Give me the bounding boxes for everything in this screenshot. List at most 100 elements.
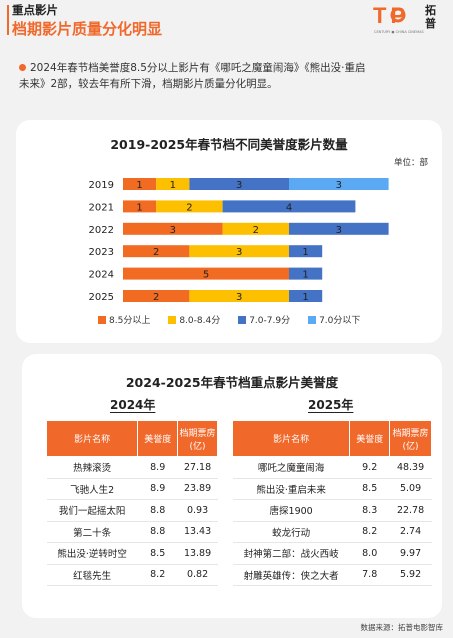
bar-segment [289,290,323,302]
bar-data-label: 2 [186,202,192,213]
film-name-cell: 飞驰人生2 [46,478,138,500]
film-name-cell: 熊出没·重启未来 [232,478,350,500]
rating-cell: 8.8 [137,499,178,522]
bar-data-label: 2 [253,225,259,236]
table-row: 熊出没·重启未来 8.5 5.09 [232,478,432,500]
film-name-cell: 蛟龙行动 [232,521,350,543]
logo-o-icon [390,7,406,23]
legend-label: 7.0-7.9分 [249,316,291,326]
box-office-cell: 22.78 [389,499,432,522]
table-row: 红毯先生 8.2 0.82 [46,564,218,586]
col-header-name: 影片名称 [45,420,139,457]
section-subtitle: 档期影片质量分化明显 [12,20,163,38]
bar-data-label: 1 [136,180,142,191]
col-header-name: 影片名称 [231,420,351,457]
box-office-cell: 9.97 [389,542,432,565]
legend-swatch [238,315,247,324]
bar-data-label: 3 [336,225,342,236]
intro-paragraph: 2024年春节档美誉度8.5分以上影片有《哪吒之魔童闹海》《熊出没·重启 未来》… [19,60,439,92]
logo-small-text: CENTURY ● CHINA CINEMAS [374,30,424,34]
film-name-cell: 熊出没·逆转时空 [46,542,138,565]
bar-data-label: 1 [302,247,308,258]
bar-data-label: 1 [136,202,142,213]
data-source: 数据来源：拓普电影智库 [360,623,444,632]
bar-data-label: 1 [302,270,308,281]
film-name-cell: 射雕英雄传：侠之大者 [232,564,350,586]
bar-data-label: 1 [302,292,308,303]
logo-mark: T P [373,3,405,28]
bar-segment [123,178,157,190]
col-header-box: 档期票房(亿) [389,420,432,457]
legend-item: 8.5分以上 [98,313,150,326]
rating-cell: 8.5 [349,478,390,500]
table-row: 射雕英雄传：侠之大者 7.8 5.92 [232,564,432,586]
rating-cell: 9.2 [349,456,390,479]
film-name-cell: 第二十条 [46,521,138,543]
bar-segment [289,245,323,258]
bar-segment [156,200,223,213]
y-tick-label: 2022 [89,225,114,236]
chart-legend: 8.5分以上 8.0-8.4分 7.0-7.9分 7.0分以下 [98,313,360,326]
bar-segment [189,245,289,258]
intro-line-1: 2024年春节档美誉度8.5分以上影片有《哪吒之魔童闹海》《熊出没·重启 [30,62,366,74]
bar-data-label: 2 [153,247,159,258]
box-office-cell: 48.39 [389,456,432,479]
rating-cell: 7.8 [349,564,390,586]
page-header: 重点影片 档期影片质量分化明显 T P 拓普 CENTURY ● CHINA C… [0,0,453,50]
film-name-cell: 热辣滚烫 [46,456,138,479]
bar-segment [123,290,190,302]
legend-item: 8.0-8.4分 [168,313,220,326]
bar-data-label: 2 [153,292,159,303]
year-2024-heading: 2024年 [110,398,156,412]
legend-swatch [98,315,106,324]
box-office-cell: 0.93 [177,499,218,522]
bar-data-label: 3 [236,180,242,191]
year-2025-heading: 2025年 [308,398,354,412]
logo-chinese: 拓普 [425,4,436,30]
col-header-box: 档期票房(亿) [177,420,218,457]
bar-segment [289,178,389,190]
film-name-cell: 我们一起摇太阳 [46,499,138,522]
table-row: 蛟龙行动 8.2 2.74 [232,521,432,543]
rating-cell: 8.2 [349,521,390,543]
rating-cell: 8.9 [137,478,178,500]
rating-cell: 8.8 [137,521,178,543]
table-row: 封神第二部：战火西岐 8.0 9.97 [232,542,432,565]
chart-unit-label: 单位：部 [393,158,428,168]
legend-swatch [168,315,177,324]
ratings-title: 2024-2025年春节档重点影片美誉度 [125,375,339,390]
y-tick-label: 2024 [89,270,114,281]
table-row: 热辣滚烫 8.9 27.18 [46,456,218,479]
table-row: 我们一起摇太阳 8.8 0.93 [46,499,218,522]
films-2024-table: 影片名称 美誉度 档期票房(亿) 热辣滚烫 8.9 27.18 飞驰人生2 8.9 23.… [45,420,218,586]
bar-segment [189,178,289,190]
bar-segment [123,200,157,213]
box-office-cell: 13.43 [177,521,218,543]
intro-line-2: 未来》2部，较去年有所下滑，档期影片质量分化明显。 [19,78,278,90]
section-title: 重点影片 [12,3,58,17]
bar-segment [222,222,289,235]
col-header-score: 美誉度 [349,420,391,457]
header-accent-bar [7,5,9,35]
rating-cell: 8.2 [137,564,178,586]
bar-data-label: 3 [236,247,242,258]
bar-segment [189,290,289,302]
chart-title: 2019-2025年春节档不同美誉度影片数量 [110,137,348,152]
box-office-cell: 27.18 [177,456,218,479]
col-header-score: 美誉度 [137,420,179,457]
bar-segment [222,200,356,213]
box-office-cell: 23.89 [177,478,218,500]
topcine-logo: T P 拓普 CENTURY ● CHINA CINEMAS [373,3,449,39]
chart-card: 2019-2025年春节档不同美誉度影片数量 单位：部 2019 1 1 3 3 2021… [16,120,442,343]
bar-data-label: 3 [336,180,342,191]
legend-item: 7.0分以下 [308,313,360,326]
legend-label: 8.5分以上 [109,316,151,326]
bar-segment [123,267,289,280]
bar-data-label: 3 [170,225,176,236]
y-tick-label: 2023 [89,247,114,258]
bar-data-label: 1 [170,180,176,191]
film-name-cell: 哪吒之魔童闹海 [232,456,350,479]
rating-cell: 8.9 [137,456,178,479]
box-office-cell: 5.92 [389,564,432,586]
